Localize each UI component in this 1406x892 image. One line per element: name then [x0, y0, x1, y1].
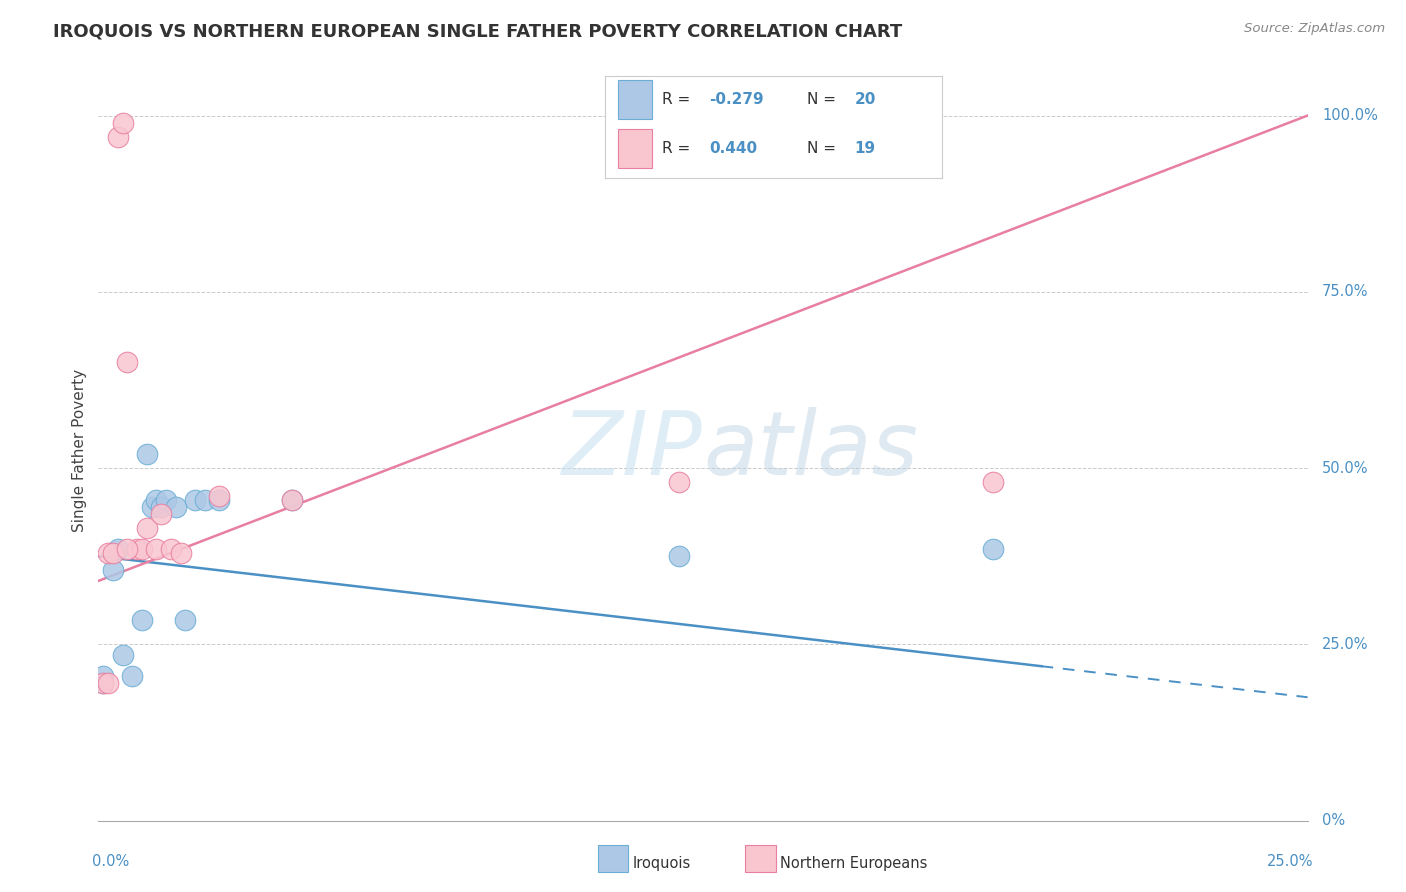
Point [208, 489, 231, 503]
Point [281, 492, 304, 507]
Point [97, 676, 120, 690]
Text: 20: 20 [855, 92, 876, 107]
Text: 0.0%: 0.0% [93, 854, 129, 869]
Text: 19: 19 [855, 141, 876, 156]
Text: 50.0%: 50.0% [1322, 460, 1368, 475]
Point [141, 500, 163, 514]
Point [91, 676, 114, 690]
Point [981, 542, 1004, 557]
Text: 25.0%: 25.0% [1267, 854, 1313, 869]
Point [155, 492, 177, 507]
Point [169, 546, 191, 560]
Point [145, 492, 167, 507]
Point [111, 115, 134, 129]
Point [194, 492, 217, 507]
Point [668, 549, 690, 564]
Text: 25.0%: 25.0% [1322, 637, 1368, 652]
Point [281, 492, 304, 507]
Point [127, 542, 149, 557]
Point [150, 507, 173, 521]
Point [111, 648, 134, 662]
Y-axis label: Single Father Poverty: Single Father Poverty [72, 369, 87, 532]
Point [160, 542, 183, 557]
Text: -0.279: -0.279 [709, 92, 763, 107]
Point [107, 542, 129, 557]
Point [174, 613, 197, 627]
Text: ZIP: ZIP [562, 408, 703, 493]
Text: R =: R = [662, 141, 695, 156]
Point [981, 475, 1004, 490]
Point [184, 492, 207, 507]
Text: atlas: atlas [703, 408, 918, 493]
Point [97, 546, 120, 560]
Point [101, 563, 124, 577]
Point [107, 129, 129, 144]
Point [121, 669, 143, 683]
Point [145, 542, 167, 557]
Text: Source: ZipAtlas.com: Source: ZipAtlas.com [1244, 22, 1385, 36]
Text: R =: R = [662, 92, 695, 107]
Text: IROQUOIS VS NORTHERN EUROPEAN SINGLE FATHER POVERTY CORRELATION CHART: IROQUOIS VS NORTHERN EUROPEAN SINGLE FAT… [53, 22, 903, 40]
Bar [619, 80, 652, 119]
Text: N =: N = [807, 141, 841, 156]
Point [117, 542, 139, 557]
Point [135, 447, 157, 461]
Text: Iroquois: Iroquois [633, 856, 690, 871]
Bar [619, 129, 652, 168]
Point [150, 500, 173, 514]
Text: 75.0%: 75.0% [1322, 285, 1368, 300]
Text: 0.440: 0.440 [709, 141, 758, 156]
Point [668, 475, 690, 490]
Point [135, 521, 157, 535]
Point [131, 613, 153, 627]
Point [101, 546, 124, 560]
Point [91, 676, 114, 690]
Text: N =: N = [807, 92, 841, 107]
Point [117, 355, 139, 369]
Text: 100.0%: 100.0% [1322, 108, 1378, 123]
Text: 0%: 0% [1322, 814, 1346, 828]
Point [208, 492, 231, 507]
Point [165, 500, 187, 514]
Point [91, 669, 114, 683]
Point [131, 542, 153, 557]
Text: Northern Europeans: Northern Europeans [780, 856, 928, 871]
